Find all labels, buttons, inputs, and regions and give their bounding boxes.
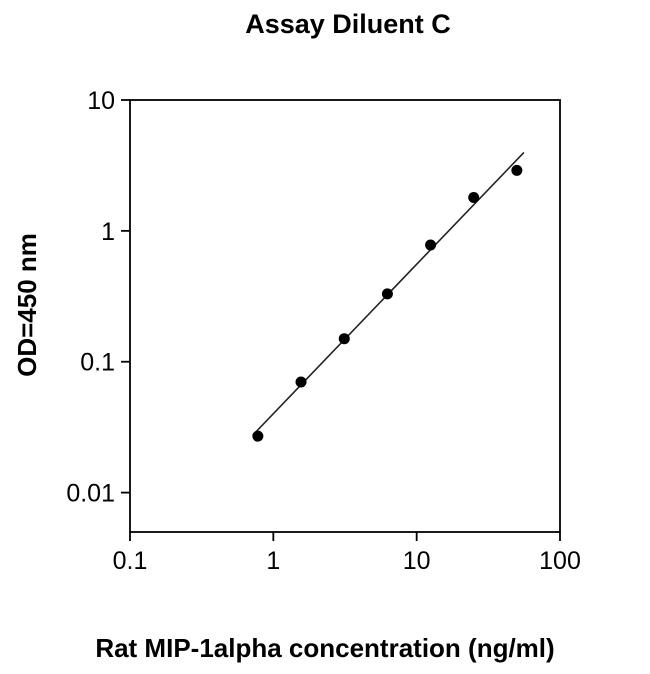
data-point <box>468 191 480 203</box>
x-tick-label: 1 <box>266 547 280 575</box>
data-point <box>511 164 523 176</box>
y-tick-label: 0.01 <box>66 480 115 508</box>
y-axis-label: OD=450 nm <box>12 233 42 377</box>
y-tick-label: 0.1 <box>80 349 115 377</box>
plot-area: 0.1 1 10 100 0.01 0.1 1 10 <box>66 87 581 575</box>
x-axis-label: Rat MIP-1alpha concentration (ng/ml) <box>95 633 554 663</box>
data-point <box>338 333 350 345</box>
data-point <box>425 239 437 251</box>
x-tick-label: 10 <box>403 547 431 575</box>
x-tick-label: 100 <box>539 547 581 575</box>
data-point <box>381 288 393 300</box>
data-point <box>295 376 307 388</box>
x-tick-label: 0.1 <box>113 547 148 575</box>
data-point <box>252 430 264 442</box>
y-tick-label: 1 <box>101 218 115 246</box>
chart-title: Assay Diluent C <box>245 9 451 39</box>
y-tick-label: 10 <box>87 87 115 115</box>
plot-box <box>129 99 561 533</box>
